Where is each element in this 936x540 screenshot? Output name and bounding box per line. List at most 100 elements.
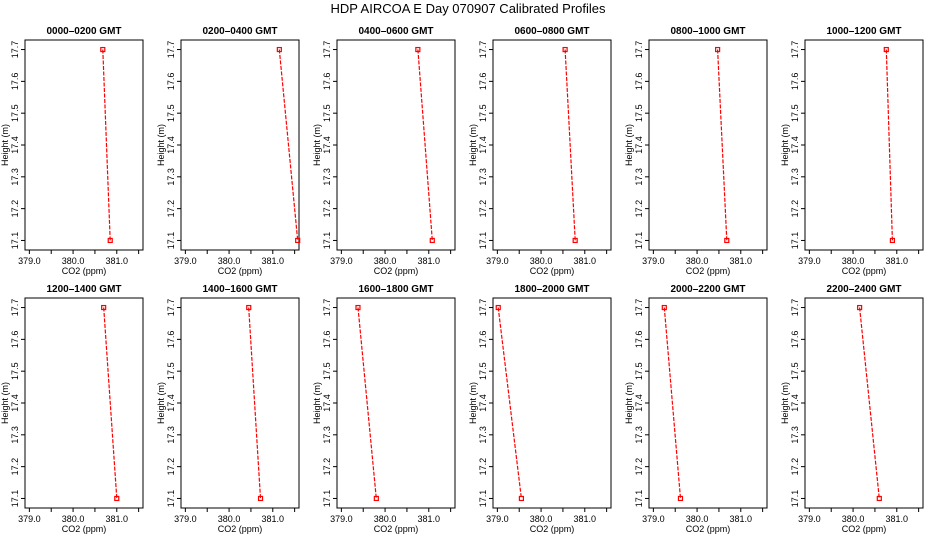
panel-9: 1600–1800 GMT 379.0 380.0 381.0 17.1 17.2 17.3… (312, 284, 456, 534)
y-tick-label: 17.6 (634, 73, 644, 91)
y-tick-label: 17.2 (322, 200, 332, 218)
x-tick-label: 381.0 (106, 514, 129, 524)
y-tick-label: 17.5 (166, 104, 176, 122)
panel-7: 1200–1400 GMT 379.0 380.0 381.0 17.1 17.2 17.3… (0, 284, 144, 534)
y-tick-label: 17.1 (10, 232, 20, 250)
panel-title: 2000–2200 GMT (670, 284, 745, 295)
y-tick-label: 17.2 (478, 458, 488, 476)
y-tick-label: 17.4 (10, 394, 20, 412)
y-tick-label: 17.3 (166, 426, 176, 444)
x-tick-label: 379.0 (18, 514, 41, 524)
panel-4: 0600–0800 GMT 379.0 380.0 381.0 17.1 17.2 17.3… (468, 26, 612, 276)
data-point (724, 237, 730, 244)
y-tick-label: 17.4 (634, 136, 644, 154)
y-tick-label: 17.5 (790, 104, 800, 122)
series-line (103, 307, 118, 499)
x-tick-label: 381.0 (574, 256, 597, 266)
data-point (276, 46, 282, 53)
data-point (876, 495, 882, 502)
y-tick-label: 17.3 (166, 168, 176, 186)
panel-12: 2200–2400 GMT 379.0 380.0 381.0 17.1 17.2 17.3… (780, 284, 924, 534)
y-tick-label: 17.3 (10, 426, 20, 444)
x-tick-label: 379.0 (174, 514, 197, 524)
figure-title: HDP AIRCOA E Day 070907 Calibrated Profi… (330, 1, 606, 16)
x-tick-label: 380.0 (62, 256, 85, 266)
data-point (295, 237, 301, 244)
plot-frame (24, 297, 144, 509)
data-point (429, 237, 435, 244)
x-tick-label: 381.0 (886, 256, 909, 266)
x-tick-label: 380.0 (218, 514, 241, 524)
series-line (497, 307, 522, 499)
x-tick-label: 380.0 (62, 514, 85, 524)
y-tick-label: 17.7 (322, 299, 332, 317)
y-tick-label: 17.3 (322, 426, 332, 444)
series-line (663, 307, 682, 499)
y-tick-label: 17.3 (634, 426, 644, 444)
x-axis-label: CO2 (ppm) (218, 524, 263, 534)
panel-title: 1800–2000 GMT (514, 284, 589, 295)
x-axis-label: CO2 (ppm) (374, 524, 419, 534)
panel-title: 0000–0200 GMT (46, 26, 121, 37)
panel-8: 1400–1600 GMT 379.0 380.0 381.0 17.1 17.2 17.3… (156, 284, 300, 534)
y-tick-label: 17.5 (322, 362, 332, 380)
plot-frame (804, 39, 924, 251)
x-tick-label: 379.0 (330, 514, 353, 524)
y-tick-label: 17.6 (166, 73, 176, 91)
panel-5: 0800–1000 GMT 379.0 380.0 381.0 17.1 17.2 17.3… (624, 26, 768, 276)
y-tick-label: 17.1 (634, 232, 644, 250)
series-line (248, 307, 262, 499)
x-tick-label: 381.0 (574, 514, 597, 524)
x-tick-label: 379.0 (642, 256, 665, 266)
plot-frame (180, 297, 300, 509)
data-point (114, 495, 120, 502)
series-line (102, 49, 111, 241)
panel-10: 1800–2000 GMT 379.0 380.0 381.0 17.1 17.2 17.3… (468, 284, 612, 534)
y-tick-label: 17.6 (322, 73, 332, 91)
y-tick-label: 17.2 (478, 200, 488, 218)
y-tick-label: 17.6 (322, 331, 332, 349)
series-line (278, 49, 299, 241)
data-point (857, 304, 863, 311)
panel-title: 0800–1000 GMT (670, 26, 745, 37)
x-tick-label: 379.0 (642, 514, 665, 524)
x-axis-label: CO2 (ppm) (842, 266, 887, 276)
y-axis-label: Height (m) (156, 382, 166, 424)
y-tick-label: 17.6 (634, 331, 644, 349)
y-tick-label: 17.6 (478, 73, 488, 91)
y-tick-label: 17.4 (478, 136, 488, 154)
y-tick-label: 17.1 (790, 232, 800, 250)
series-line (417, 49, 433, 241)
panel-6: 1000–1200 GMT 379.0 380.0 381.0 17.1 17.2 17.3… (780, 26, 924, 276)
x-tick-label: 381.0 (730, 514, 753, 524)
plot-frame (492, 39, 612, 251)
y-axis-label: Height (m) (156, 124, 166, 166)
y-tick-label: 17.5 (166, 362, 176, 380)
y-tick-label: 17.1 (478, 490, 488, 508)
plot-frame (648, 39, 768, 251)
y-tick-label: 17.7 (166, 41, 176, 59)
x-tick-label: 380.0 (686, 256, 709, 266)
x-tick-label: 381.0 (886, 514, 909, 524)
y-axis-label: Height (m) (0, 124, 10, 166)
y-tick-label: 17.7 (166, 299, 176, 317)
series-line (717, 49, 728, 241)
x-tick-label: 381.0 (262, 256, 285, 266)
data-point (355, 304, 361, 311)
y-tick-label: 17.2 (10, 458, 20, 476)
data-point (677, 495, 684, 502)
y-tick-label: 17.3 (634, 168, 644, 186)
data-point (883, 46, 889, 53)
x-tick-label: 381.0 (418, 256, 441, 266)
y-axis-label: Height (m) (624, 382, 634, 424)
y-tick-label: 17.3 (478, 168, 488, 186)
y-tick-label: 17.1 (322, 490, 332, 508)
x-tick-label: 380.0 (374, 256, 397, 266)
y-tick-label: 17.4 (790, 136, 800, 154)
series-line (564, 49, 576, 241)
y-axis-label: Height (m) (0, 382, 10, 424)
y-tick-label: 17.3 (790, 168, 800, 186)
y-tick-label: 17.6 (478, 331, 488, 349)
